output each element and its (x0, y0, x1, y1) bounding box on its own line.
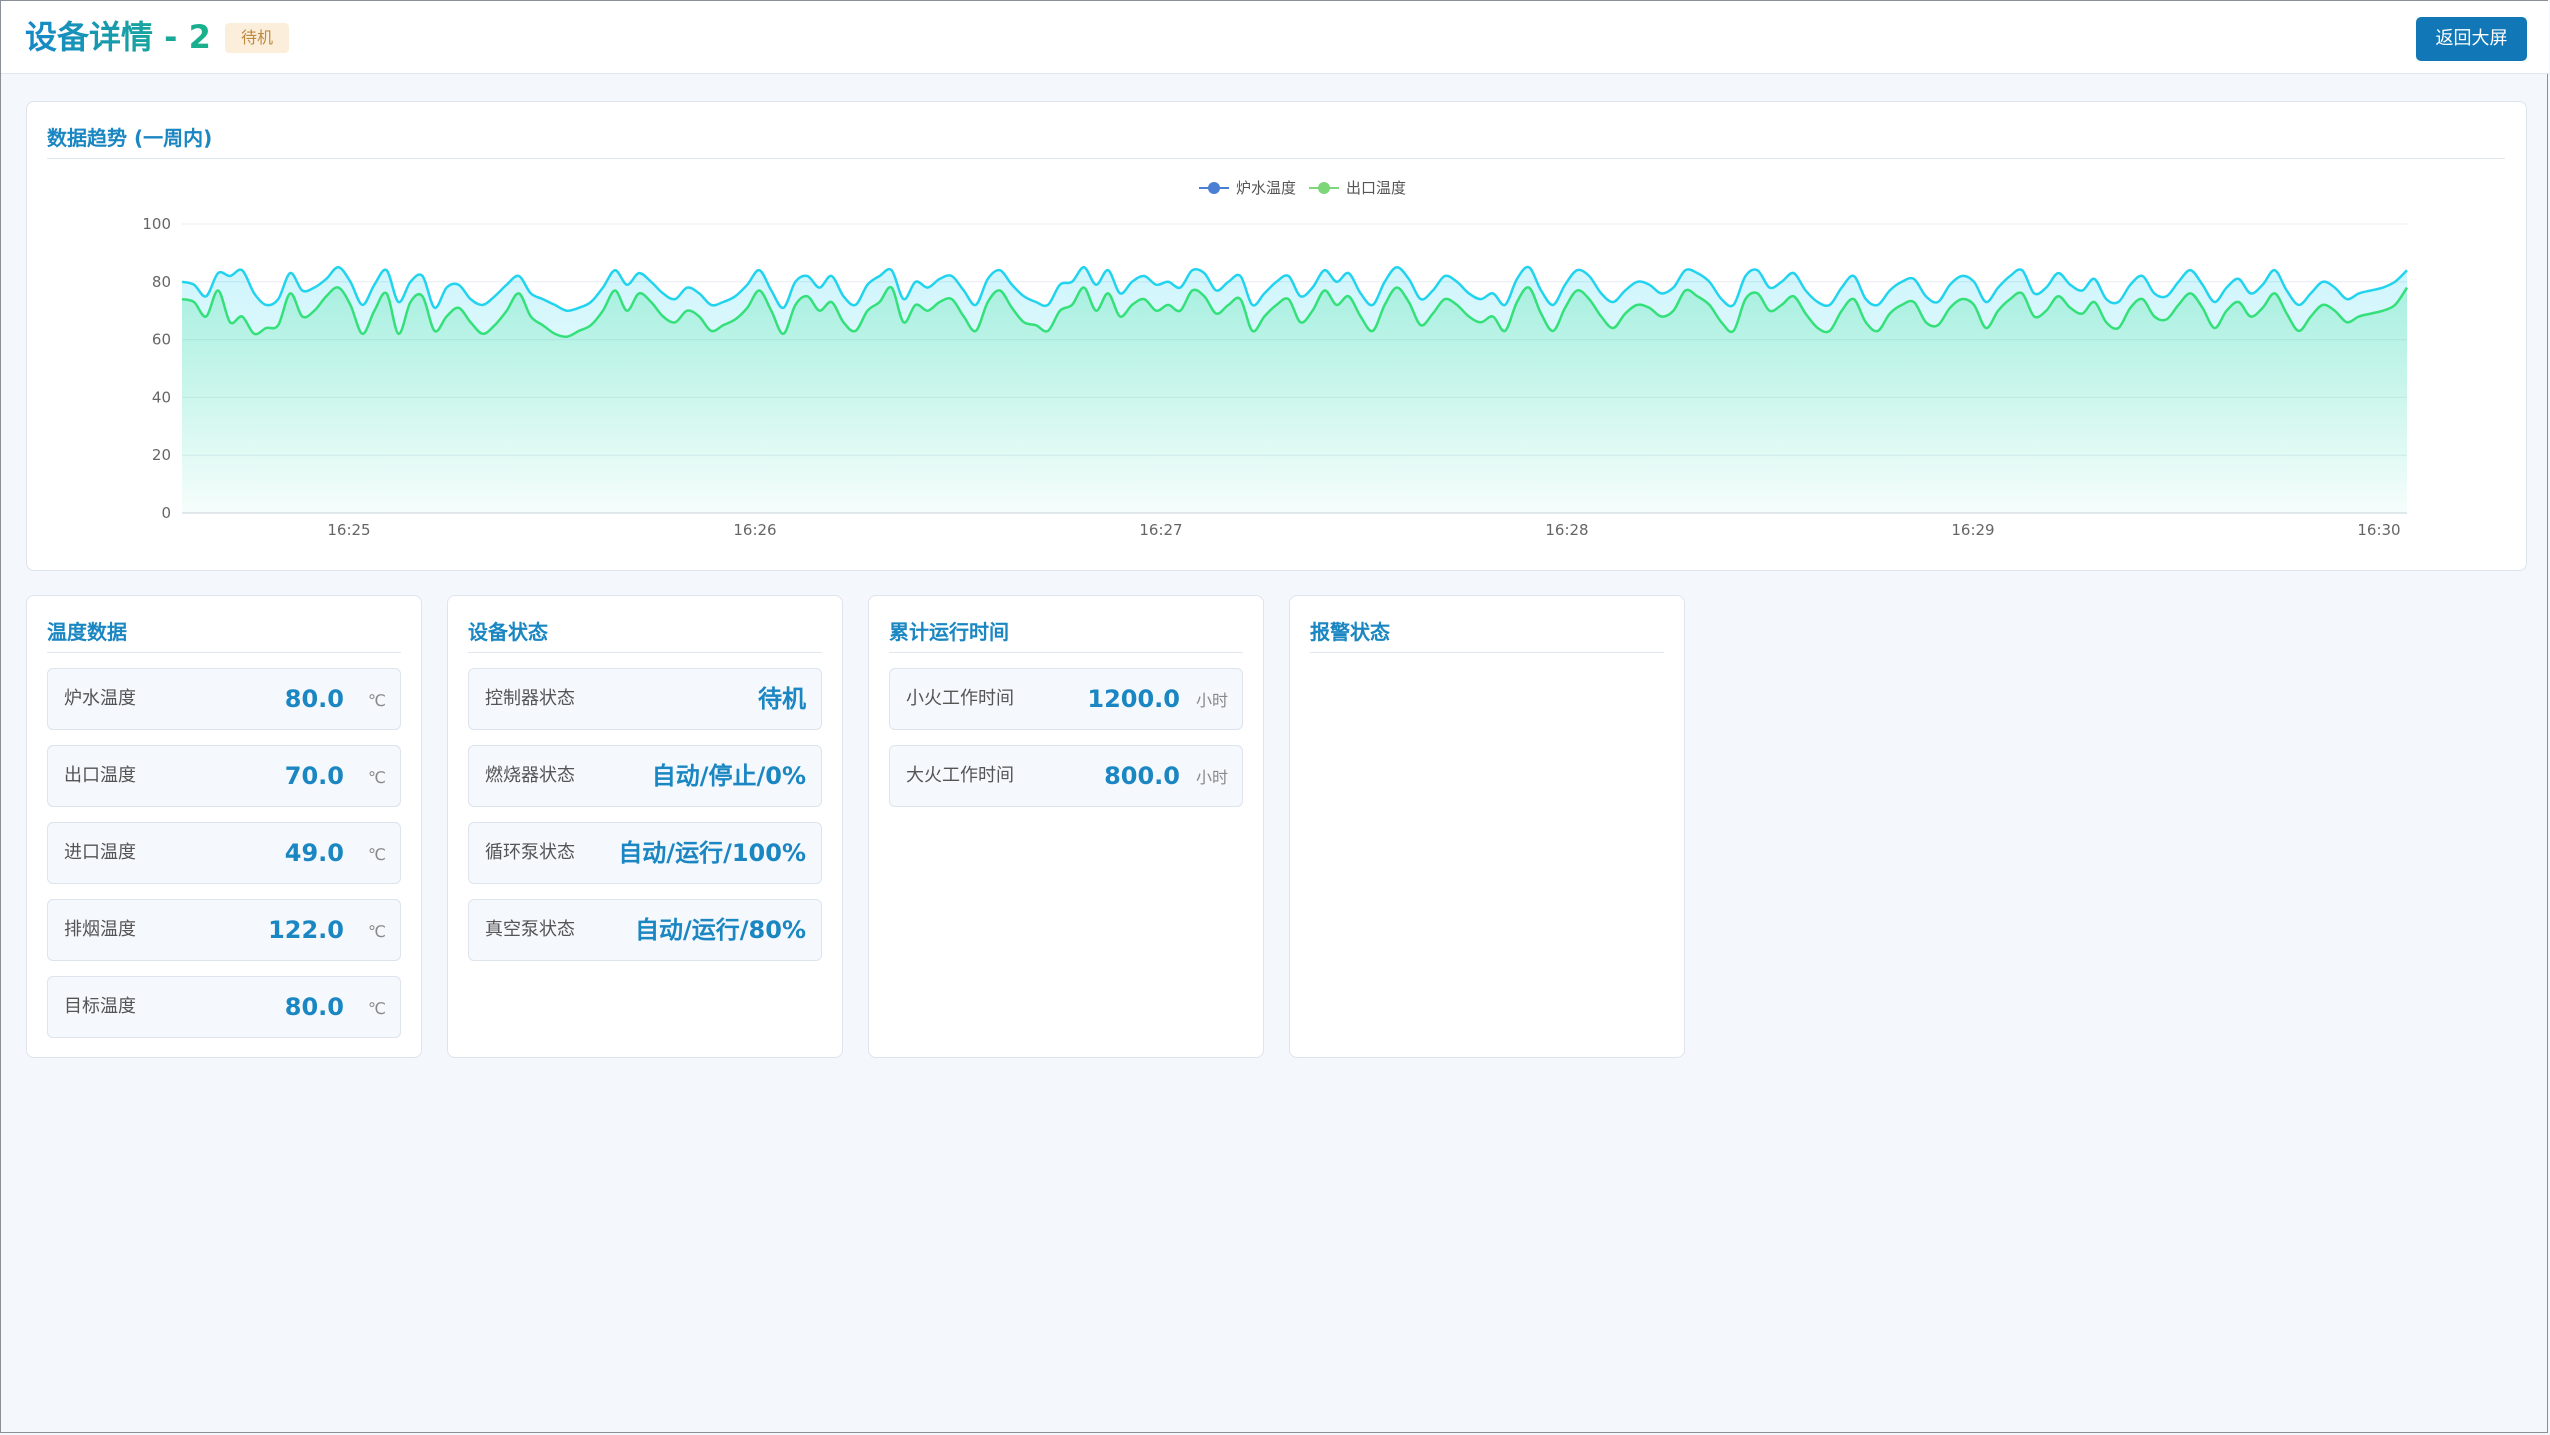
y-tick-label: 100 (142, 215, 171, 233)
temperature-panel: 温度数据 炉水温度 80.0 ℃ 出口温度 70.0 ℃ 进口温度 49.0 ℃… (26, 595, 422, 1058)
legend-item[interactable]: 出口温度 (1309, 179, 1406, 197)
runtime-row-high-fire: 大火工作时间 800.0 小时 (889, 745, 1243, 807)
row-unit: ℃ (368, 845, 386, 864)
device-row-controller: 控制器状态 待机 (468, 668, 822, 730)
row-label: 目标温度 (64, 996, 136, 1017)
device-status-panel-title: 设备状态 (468, 620, 548, 644)
legend-item[interactable]: 炉水温度 (1199, 179, 1296, 197)
row-unit: ℃ (368, 999, 386, 1018)
alarm-status-panel-title: 报警状态 (1310, 620, 1390, 644)
temperature-panel-title: 温度数据 (47, 620, 127, 644)
device-status-panel: 设备状态 控制器状态 待机 燃烧器状态 自动/停止/0% 循环泵状态 自动/运行… (447, 595, 843, 1058)
row-value: 待机 (758, 685, 806, 713)
legend-label: 炉水温度 (1236, 179, 1296, 197)
runtime-panel-divider (889, 652, 1243, 653)
row-value: 800.0 (1104, 762, 1180, 790)
device-row-burner: 燃烧器状态 自动/停止/0% (468, 745, 822, 807)
row-value: 80.0 (284, 993, 344, 1021)
temp-row-target: 目标温度 80.0 ℃ (47, 976, 401, 1038)
row-label: 大火工作时间 (906, 765, 1014, 786)
runtime-row-low-fire: 小火工作时间 1200.0 小时 (889, 668, 1243, 730)
x-tick-label: 16:30 (2357, 521, 2400, 539)
page-title: 设备详情 - 2 (25, 18, 211, 56)
y-tick-label: 80 (152, 273, 171, 291)
row-label: 燃烧器状态 (485, 765, 575, 786)
status-badge: 待机 (225, 23, 290, 53)
x-tick-label: 16:25 (327, 521, 370, 539)
row-label: 出口温度 (64, 765, 136, 786)
row-label: 排烟温度 (64, 919, 136, 940)
row-value: 80.0 (284, 685, 344, 713)
legend-marker (1318, 182, 1330, 194)
y-tick-label: 40 (152, 388, 171, 406)
row-unit: ℃ (368, 768, 386, 787)
row-label: 炉水温度 (64, 688, 136, 709)
row-label: 进口温度 (64, 842, 136, 863)
row-label: 控制器状态 (485, 688, 575, 709)
row-value: 122.0 (268, 916, 344, 944)
row-value: 1200.0 (1087, 685, 1180, 713)
row-label: 循环泵状态 (485, 842, 575, 863)
row-label: 小火工作时间 (906, 688, 1014, 709)
x-tick-label: 16:28 (1545, 521, 1588, 539)
series-area-boiler-water (182, 266, 2407, 513)
row-value: 自动/运行/80% (635, 916, 806, 944)
row-value: 70.0 (284, 762, 344, 790)
back-to-dashboard-button[interactable]: 返回大屏 (2416, 17, 2527, 61)
series-line-boiler-water (181, 265, 2408, 313)
row-unit: ℃ (368, 691, 386, 710)
alarm-status-panel: 报警状态 (1289, 595, 1685, 1058)
y-tick-label: 60 (152, 331, 171, 349)
temp-row-inlet: 进口温度 49.0 ℃ (47, 822, 401, 884)
row-unit: 小时 (1195, 691, 1228, 710)
row-unit: 小时 (1195, 768, 1228, 787)
temp-row-boiler-water: 炉水温度 80.0 ℃ (47, 668, 401, 730)
runtime-panel: 累计运行时间 小火工作时间 1200.0 小时 大火工作时间 800.0 小时 (868, 595, 1264, 1058)
chart-divider (47, 158, 2505, 159)
row-value: 自动/停止/0% (651, 762, 806, 790)
page-header: 设备详情 - 2 待机 返回大屏 (1, 1, 2549, 74)
device-row-vacuum-pump: 真空泵状态 自动/运行/80% (468, 899, 822, 961)
runtime-panel-title: 累计运行时间 (889, 620, 1009, 644)
row-label: 真空泵状态 (485, 919, 575, 940)
y-tick-label: 20 (152, 446, 171, 464)
temp-row-outlet: 出口温度 70.0 ℃ (47, 745, 401, 807)
x-tick-label: 16:26 (733, 521, 776, 539)
row-value: 49.0 (284, 839, 344, 867)
temperature-panel-divider (47, 652, 401, 653)
alarm-status-panel-divider (1310, 652, 1664, 653)
y-tick-label: 0 (161, 504, 171, 522)
temp-row-exhaust: 排烟温度 122.0 ℃ (47, 899, 401, 961)
x-tick-label: 16:29 (1951, 521, 1994, 539)
series-line-outlet (181, 285, 2409, 339)
trend-chart-card: 数据趋势 (一周内) 0 20 40 60 80 100 16:25 16:26 16:27 16… (26, 101, 2527, 571)
x-tick-label: 16:27 (1139, 521, 1182, 539)
row-value: 自动/运行/100% (618, 839, 806, 867)
chart-title: 数据趋势 (一周内) (47, 126, 213, 150)
row-unit: ℃ (368, 922, 386, 941)
device-row-circulation-pump: 循环泵状态 自动/运行/100% (468, 822, 822, 884)
trend-chart: 0 20 40 60 80 100 16:25 16:26 16:27 16:28 16:29 16:… (142, 179, 2409, 539)
device-status-panel-divider (468, 652, 822, 653)
legend-label: 出口温度 (1346, 179, 1406, 197)
legend-marker (1208, 182, 1220, 194)
